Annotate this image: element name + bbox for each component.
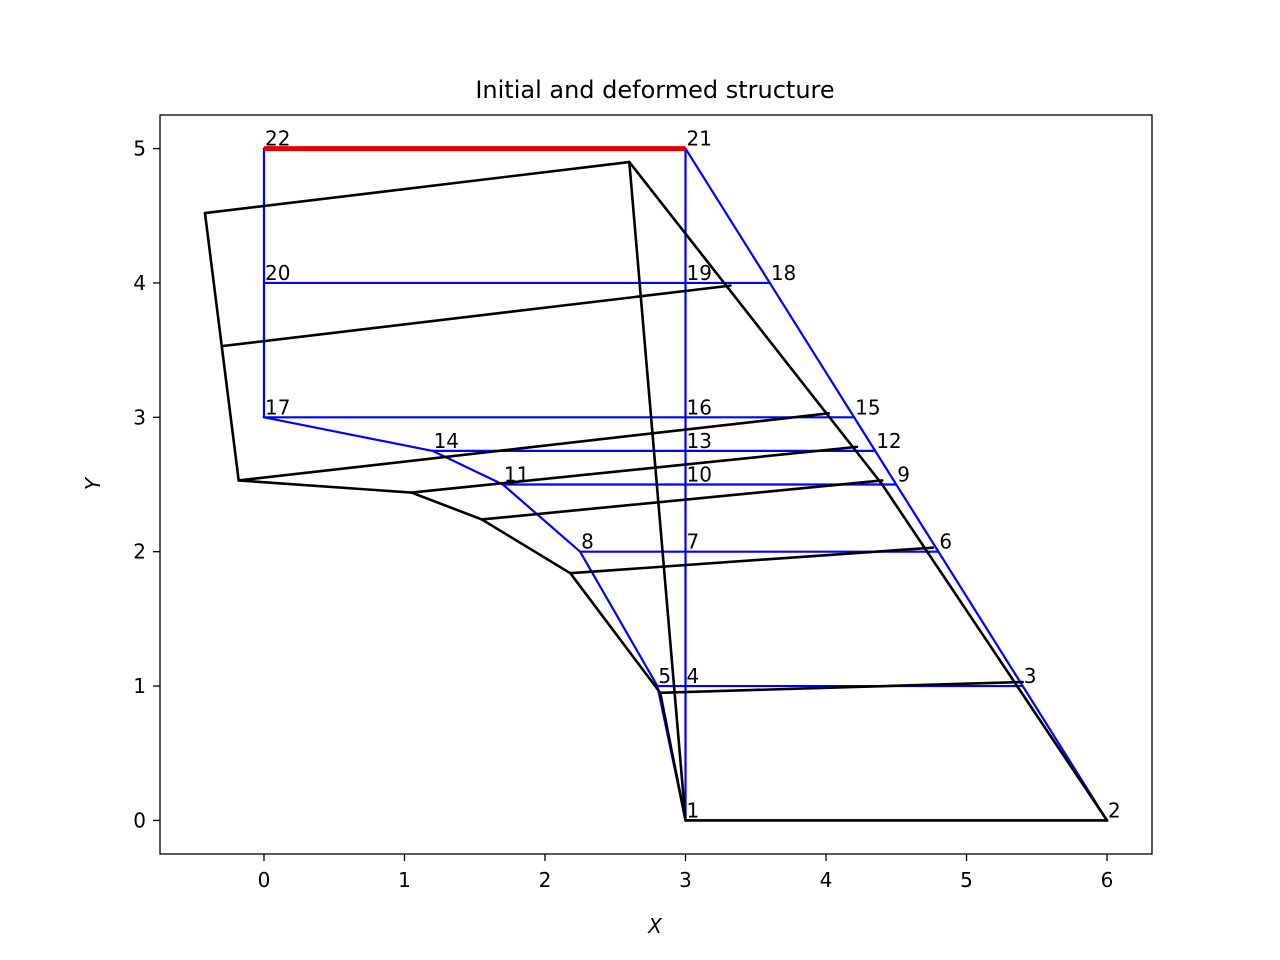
y-axis-ticks: 0 1 2 3 4 5 xyxy=(133,137,160,832)
node-label-4: 4 xyxy=(687,664,700,688)
plot-frame xyxy=(159,114,1153,855)
deformed-member-8 xyxy=(568,571,662,695)
node-label-20: 20 xyxy=(265,261,290,285)
y-tick-label-5: 5 xyxy=(133,137,146,161)
node-label-22: 22 xyxy=(265,127,290,151)
node-label-15: 15 xyxy=(855,395,880,419)
x-tick-label-6: 6 xyxy=(1101,868,1114,892)
x-axis-label: X xyxy=(647,914,663,938)
node-label-16: 16 xyxy=(687,395,712,419)
node-label-1: 1 xyxy=(687,798,700,822)
initial-member-6 xyxy=(501,483,582,553)
deformed-member-12 xyxy=(568,546,935,575)
node-label-13: 13 xyxy=(687,429,712,453)
deformed-member-7 xyxy=(480,518,572,575)
deformed-member-6 xyxy=(410,491,484,521)
y-tick-label-3: 3 xyxy=(133,405,146,429)
node-label-8: 8 xyxy=(581,530,594,554)
y-tick-label-2: 2 xyxy=(133,540,146,564)
node-label-21: 21 xyxy=(687,127,712,151)
y-tick-label-1: 1 xyxy=(133,674,146,698)
deformed-member-15 xyxy=(237,411,831,482)
deformed-member-11 xyxy=(658,680,1025,695)
node-label-3: 3 xyxy=(1024,664,1037,688)
deformed-member-1 xyxy=(880,483,1109,822)
y-tick-label-4: 4 xyxy=(133,271,146,295)
x-tick-label-0: 0 xyxy=(258,868,271,892)
initial-member-5 xyxy=(579,550,659,688)
y-tick-label-0: 0 xyxy=(133,808,146,832)
chart-title: Initial and deformed structure xyxy=(475,76,834,104)
node-label-10: 10 xyxy=(687,463,712,487)
initial-member-3 xyxy=(684,147,771,285)
deformed-member-9 xyxy=(658,691,687,822)
node-label-14: 14 xyxy=(434,429,459,453)
node-label-12: 12 xyxy=(876,429,901,453)
deformed-member-10 xyxy=(628,160,687,822)
y-axis-label: Y xyxy=(81,476,105,490)
initial-member-8 xyxy=(262,416,434,453)
node-label-18: 18 xyxy=(771,261,796,285)
x-tick-label-2: 2 xyxy=(539,868,552,892)
x-tick-label-3: 3 xyxy=(679,868,692,892)
node-label-2: 2 xyxy=(1108,798,1121,822)
node-label-6: 6 xyxy=(939,530,952,554)
node-label-5: 5 xyxy=(658,664,671,688)
x-tick-label-1: 1 xyxy=(398,868,411,892)
x-tick-label-4: 4 xyxy=(820,868,833,892)
node-label-11: 11 xyxy=(504,463,529,487)
deformed-member-14 xyxy=(410,445,859,494)
deformed-member-16 xyxy=(220,284,732,348)
node-label-19: 19 xyxy=(687,261,712,285)
deformed-member-13 xyxy=(480,479,884,521)
x-axis-ticks: 0 1 2 3 4 5 6 xyxy=(258,854,1114,892)
deformed-member-2 xyxy=(628,160,884,486)
plot-lines xyxy=(203,146,1109,822)
deformed-member-5 xyxy=(237,479,413,494)
x-tick-label-5: 5 xyxy=(960,868,973,892)
node-label-17: 17 xyxy=(265,395,290,419)
deformed-member-3 xyxy=(203,160,631,215)
node-label-7: 7 xyxy=(687,530,700,554)
node-label-9: 9 xyxy=(897,463,910,487)
